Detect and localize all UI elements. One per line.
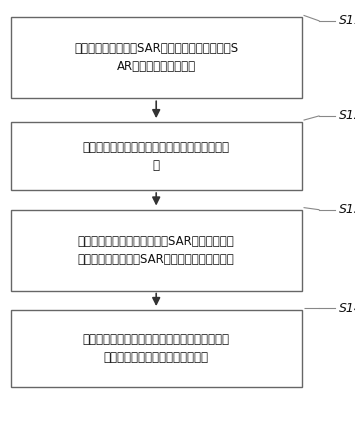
Text: 将强散射目标影像与光学影像位置对应点的灰度
进行线性加权融合，得到融合图像: 将强散射目标影像与光学影像位置对应点的灰度 进行线性加权融合，得到融合图像 — [83, 333, 230, 364]
Bar — [11, 17, 302, 98]
Text: S110: S110 — [339, 14, 355, 28]
Bar — [11, 310, 302, 387]
Bar — [11, 122, 302, 190]
Text: S130: S130 — [339, 203, 355, 216]
Text: 基于相位一致性检测SAR影像的边缘特征，得到S
AR影像的第一边缘图像: 基于相位一致性检测SAR影像的边缘特征，得到S AR影像的第一边缘图像 — [74, 42, 238, 73]
Bar — [11, 210, 302, 291]
Text: S140: S140 — [339, 302, 355, 315]
Text: 对第一边缘图像进行灰度拉伸，得到第二边缘图
像: 对第一边缘图像进行灰度拉伸，得到第二边缘图 像 — [83, 141, 230, 172]
Text: 以第二边缘图像各点的灰度对SAR影像对应点的
灰度进行映射，得到SAR影像的强散射目标影像: 以第二边缘图像各点的灰度对SAR影像对应点的 灰度进行映射，得到SAR影像的强散… — [78, 235, 235, 266]
Text: S120: S120 — [339, 109, 355, 122]
